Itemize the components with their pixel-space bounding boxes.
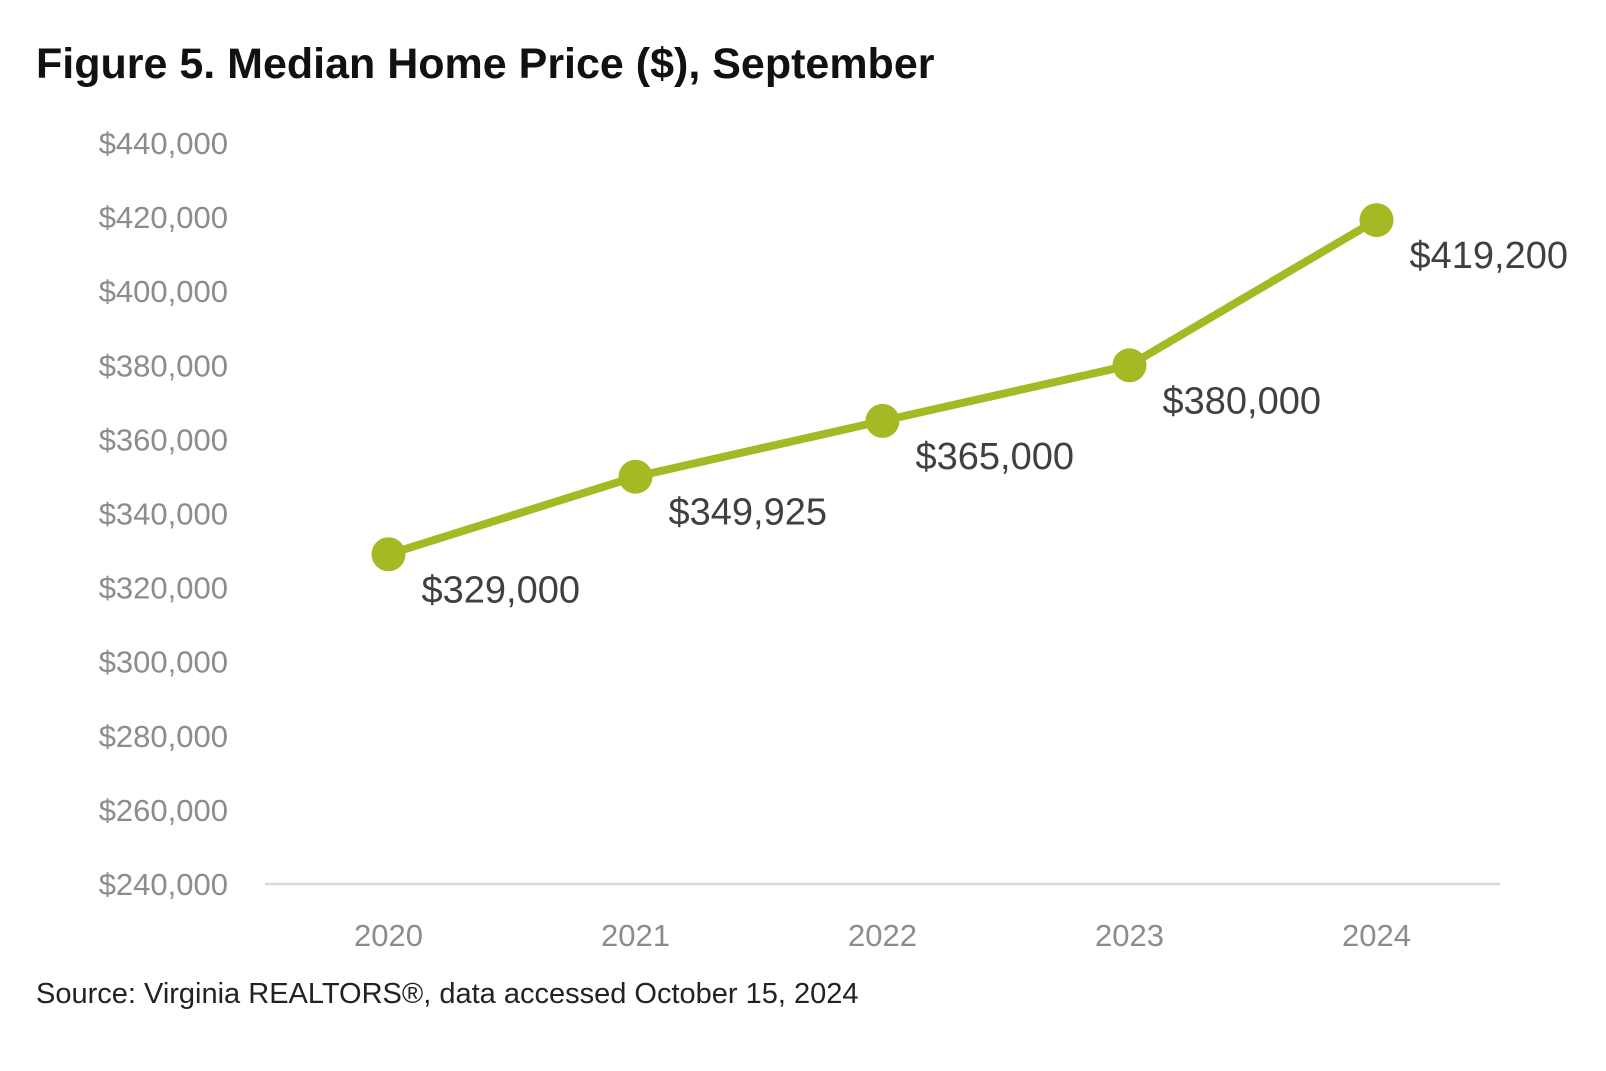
data-label: $329,000 [422, 569, 581, 611]
x-tick-label: 2021 [601, 918, 670, 953]
y-tick-label: $400,000 [99, 274, 228, 309]
x-tick-label: 2024 [1342, 918, 1411, 953]
data-point [1359, 203, 1394, 238]
data-point [1112, 348, 1147, 383]
x-tick-label: 2020 [354, 918, 423, 953]
y-tick-label: $340,000 [99, 497, 228, 532]
data-label: $380,000 [1163, 380, 1322, 422]
data-point [618, 459, 653, 494]
y-tick-label: $320,000 [99, 571, 228, 606]
y-tick-label: $420,000 [99, 200, 228, 235]
y-tick-label: $300,000 [99, 645, 228, 680]
data-label: $419,200 [1410, 235, 1569, 277]
data-label: $349,925 [669, 492, 828, 534]
data-label: $365,000 [916, 436, 1075, 478]
source-note: Source: Virginia REALTORS®, data accesse… [36, 978, 859, 1010]
x-tick-label: 2022 [848, 918, 917, 953]
x-tick-label: 2023 [1095, 918, 1164, 953]
line-chart: $240,000 $260,000 $280,000 $300,000 $320,000… [99, 126, 1569, 953]
data-point [865, 403, 900, 438]
y-tick-label: $440,000 [99, 126, 228, 161]
chart-title: Figure 5. Median Home Price ($), Septemb… [36, 40, 935, 88]
y-tick-label: $240,000 [99, 867, 228, 902]
y-tick-label: $260,000 [99, 793, 228, 828]
y-tick-label: $380,000 [99, 348, 228, 383]
y-tick-label: $280,000 [99, 719, 228, 754]
y-tick-label: $360,000 [99, 422, 228, 457]
data-point [371, 537, 406, 572]
